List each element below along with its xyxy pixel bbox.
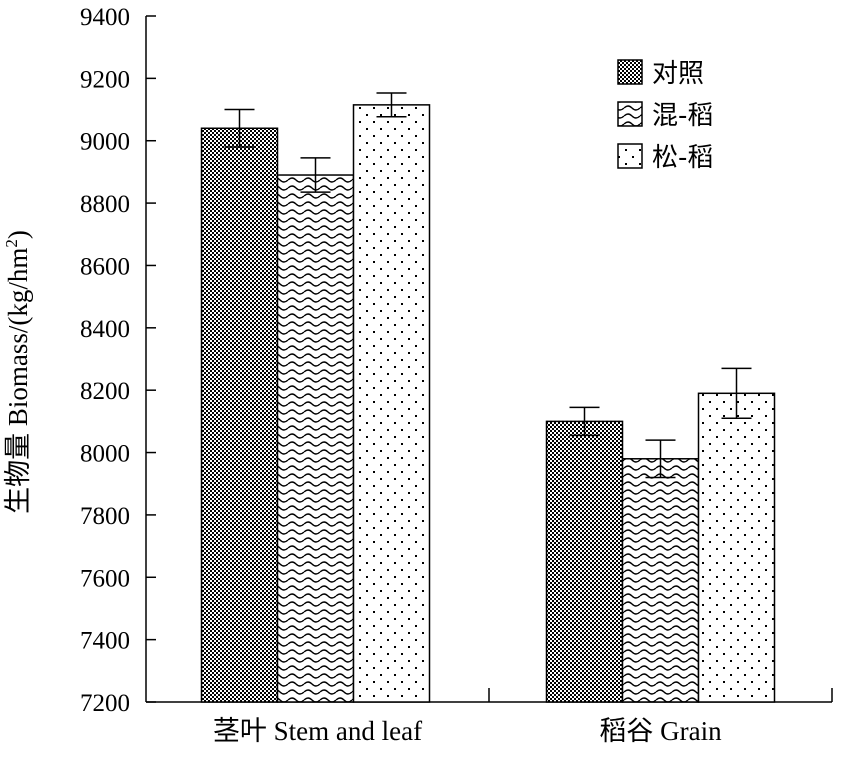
error-bars	[224, 92, 752, 479]
bar	[545, 420, 624, 703]
legend-label: 混-稻	[652, 101, 713, 131]
y-tick-label: 9200	[80, 66, 130, 93]
legend-label: 对照	[652, 59, 704, 89]
legend-swatch	[617, 143, 643, 169]
y-tick-label: 8000	[80, 441, 130, 468]
legend-swatch	[617, 59, 643, 85]
legend-label: 松-稻	[652, 143, 713, 173]
y-tick-label: 8200	[80, 378, 130, 405]
bar	[200, 127, 279, 703]
category-label: 茎叶 Stem and leaf	[213, 716, 422, 746]
category-labels: 茎叶 Stem and leaf 稻谷 Grain	[213, 716, 722, 746]
legend-swatch	[617, 101, 643, 127]
y-axis-label: 生物量 Biomass/(kg/hm2)	[2, 230, 33, 514]
y-tick-label: 7600	[80, 565, 130, 592]
bar	[697, 392, 776, 703]
bars	[200, 104, 776, 703]
y-tick-label: 8600	[80, 253, 130, 280]
y-tick-label: 7800	[80, 503, 130, 530]
y-tick-label: 9000	[80, 129, 130, 156]
y-tick-labels: 7200 7400 7600 7800 8000 8200 8400 8600 8800 9000…	[80, 4, 130, 717]
bar	[276, 174, 355, 703]
bar	[621, 458, 700, 703]
category-label: 稻谷 Grain	[599, 716, 722, 746]
legend: 对照混-稻松-稻	[617, 59, 713, 173]
y-tick-label: 7400	[80, 628, 130, 655]
y-tick-label: 8800	[80, 191, 130, 218]
y-tick-label: 9400	[80, 4, 130, 31]
y-tick-label: 8400	[80, 316, 130, 343]
y-tick-label: 7200	[80, 690, 130, 717]
bar	[352, 104, 431, 703]
